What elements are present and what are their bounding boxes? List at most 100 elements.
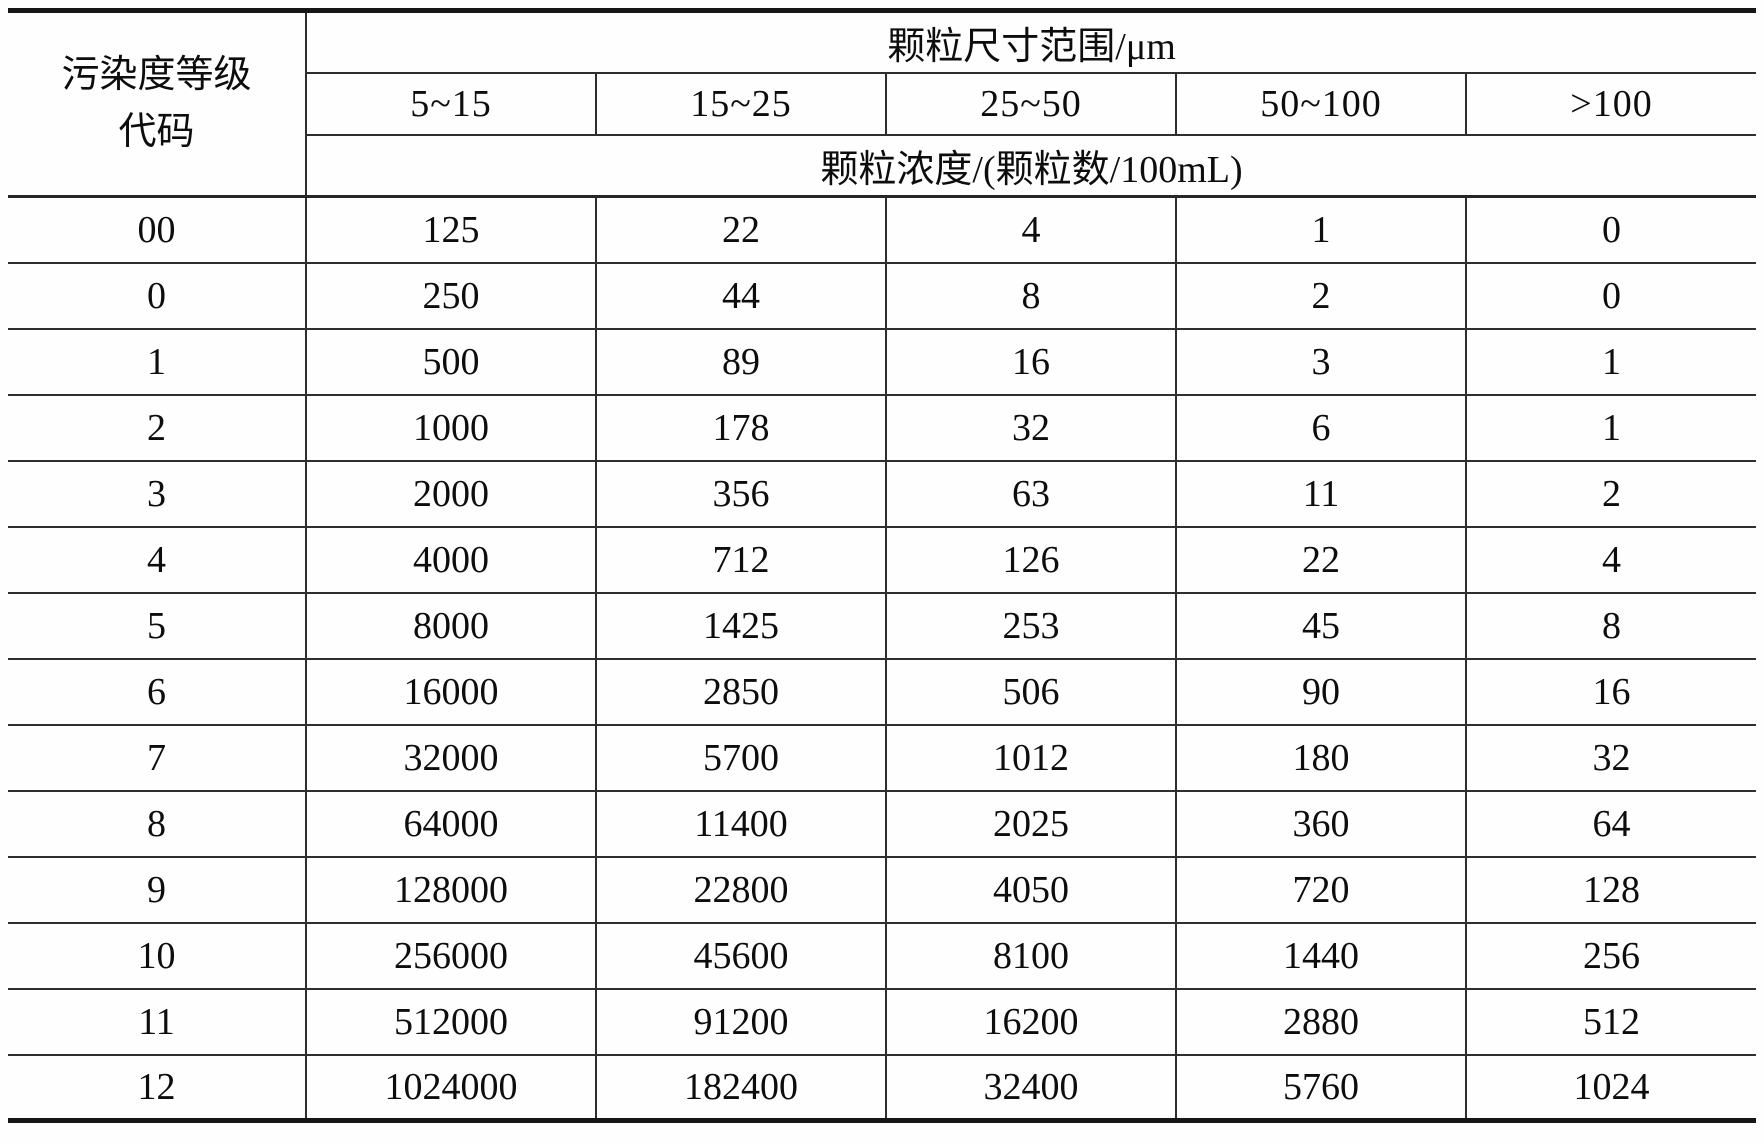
count-cell: 712 xyxy=(595,525,887,594)
grade-code-cell: 8 xyxy=(8,789,307,858)
count-cell: 128 xyxy=(1464,855,1757,924)
count-cell: 4 xyxy=(885,195,1177,264)
grade-code-cell: 5 xyxy=(8,591,307,660)
table-row-6: 6 16000 2850 506 90 16 xyxy=(8,657,1757,726)
count-cell: 8100 xyxy=(885,921,1177,990)
count-cell: 1000 xyxy=(305,393,597,462)
count-cell: 4 xyxy=(1464,525,1757,594)
grade-code-cell: 0 xyxy=(8,261,307,330)
count-cell: 32000 xyxy=(305,723,597,792)
count-cell: 128000 xyxy=(305,855,597,924)
table-row-8: 8 64000 11400 2025 360 64 xyxy=(8,789,1757,858)
count-cell: 44 xyxy=(595,261,887,330)
table-row-7: 7 32000 5700 1012 180 32 xyxy=(8,723,1757,792)
table-row-1: 1 500 89 16 3 1 xyxy=(8,327,1757,396)
count-cell: 5760 xyxy=(1175,1053,1467,1122)
count-cell: 0 xyxy=(1464,195,1757,264)
count-cell: 1425 xyxy=(595,591,887,660)
count-cell: 90 xyxy=(1175,657,1467,726)
size-column-header-5-15: 5~15 xyxy=(306,71,597,136)
table-row-0: 0 250 44 8 2 0 xyxy=(8,261,1757,330)
grade-code-cell: 1 xyxy=(8,327,307,396)
table-row-5: 5 8000 1425 253 45 8 xyxy=(8,591,1757,660)
count-cell: 64000 xyxy=(305,789,597,858)
count-cell: 8 xyxy=(1464,591,1757,660)
count-cell: 11 xyxy=(1175,459,1467,528)
grade-code-cell: 7 xyxy=(8,723,307,792)
count-cell: 45 xyxy=(1175,591,1467,660)
grade-code-cell: 3 xyxy=(8,459,307,528)
grade-code-cell: 6 xyxy=(8,657,307,726)
count-cell: 89 xyxy=(595,327,887,396)
count-cell: 22 xyxy=(1175,525,1467,594)
count-cell: 250 xyxy=(305,261,597,330)
particle-size-range-header: 颗粒尺寸范围/μm xyxy=(304,9,1757,74)
count-cell: 512000 xyxy=(305,987,597,1056)
contamination-grade-table: 污染度等级 代码 颗粒尺寸范围/μm 5~15 15~25 25~50 50~1… xyxy=(8,8,1757,1123)
particle-concentration-header: 颗粒浓度/(颗粒数/100mL) xyxy=(306,133,1757,198)
table-row-9: 9 128000 22800 4050 720 128 xyxy=(8,855,1757,924)
count-cell: 126 xyxy=(885,525,1177,594)
grade-code-header-line1: 污染度等级 xyxy=(61,54,252,96)
count-cell: 1 xyxy=(1175,195,1467,264)
count-cell: 1024 xyxy=(1464,1053,1757,1122)
count-cell: 356 xyxy=(595,459,887,528)
size-column-header-15-25: 15~25 xyxy=(595,71,887,136)
count-cell: 63 xyxy=(885,459,1177,528)
table-row-00: 00 125 22 4 1 0 xyxy=(8,195,1757,264)
count-cell: 8 xyxy=(885,261,1177,330)
count-cell: 180 xyxy=(1175,723,1467,792)
count-cell: 1012 xyxy=(885,723,1177,792)
count-cell: 4050 xyxy=(885,855,1177,924)
grade-code-cell: 12 xyxy=(8,1053,307,1122)
header-row-size-range: 污染度等级 代码 颗粒尺寸范围/μm xyxy=(8,9,1757,198)
count-cell: 178 xyxy=(595,393,887,462)
count-cell: 16 xyxy=(1464,657,1757,726)
header-row-concentration: 颗粒浓度/(颗粒数/100mL) xyxy=(8,133,1757,198)
count-cell: 1 xyxy=(1464,327,1757,396)
grade-code-header-line2: 代码 xyxy=(118,111,195,153)
count-cell: 8000 xyxy=(305,591,597,660)
count-cell: 11400 xyxy=(595,789,887,858)
count-cell: 256 xyxy=(1464,921,1757,990)
count-cell: 720 xyxy=(1175,855,1467,924)
table-row-12: 12 1024000 182400 32400 5760 1024 xyxy=(8,1053,1757,1122)
count-cell: 182400 xyxy=(595,1053,887,1122)
count-cell: 256000 xyxy=(305,921,597,990)
grade-code-header-cell: 污染度等级 代码 xyxy=(8,9,307,198)
table-row-10: 10 256000 45600 8100 1440 256 xyxy=(8,921,1757,990)
grade-code-cell: 00 xyxy=(8,195,307,264)
count-cell: 91200 xyxy=(595,987,887,1056)
count-cell: 64 xyxy=(1464,789,1757,858)
grade-code-cell: 11 xyxy=(8,987,307,1056)
count-cell: 16000 xyxy=(305,657,597,726)
count-cell: 0 xyxy=(1464,261,1757,330)
header-row-size-columns: 5~15 15~25 25~50 50~100 >100 xyxy=(8,71,1757,136)
count-cell: 253 xyxy=(885,591,1177,660)
count-cell: 6 xyxy=(1175,393,1467,462)
grade-code-cell: 9 xyxy=(8,855,307,924)
count-cell: 1024000 xyxy=(305,1053,597,1122)
count-cell: 1440 xyxy=(1175,921,1467,990)
count-cell: 2 xyxy=(1175,261,1467,330)
table-row-4: 4 4000 712 126 22 4 xyxy=(8,525,1757,594)
size-column-header-50-100: 50~100 xyxy=(1175,71,1467,136)
count-cell: 45600 xyxy=(595,921,887,990)
grade-code-cell: 10 xyxy=(8,921,307,990)
count-cell: 22 xyxy=(595,195,887,264)
size-column-header-gt-100: >100 xyxy=(1464,71,1757,136)
count-cell: 2880 xyxy=(1175,987,1467,1056)
count-cell: 32400 xyxy=(885,1053,1177,1122)
count-cell: 1 xyxy=(1464,393,1757,462)
count-cell: 2025 xyxy=(885,789,1177,858)
grade-code-cell: 2 xyxy=(8,393,307,462)
count-cell: 2000 xyxy=(305,459,597,528)
count-cell: 506 xyxy=(885,657,1177,726)
size-column-header-25-50: 25~50 xyxy=(885,71,1177,136)
table-row-2: 2 1000 178 32 6 1 xyxy=(8,393,1757,462)
count-cell: 512 xyxy=(1464,987,1757,1056)
table-row-11: 11 512000 91200 16200 2880 512 xyxy=(8,987,1757,1056)
count-cell: 2 xyxy=(1464,459,1757,528)
count-cell: 2850 xyxy=(595,657,887,726)
count-cell: 16 xyxy=(885,327,1177,396)
